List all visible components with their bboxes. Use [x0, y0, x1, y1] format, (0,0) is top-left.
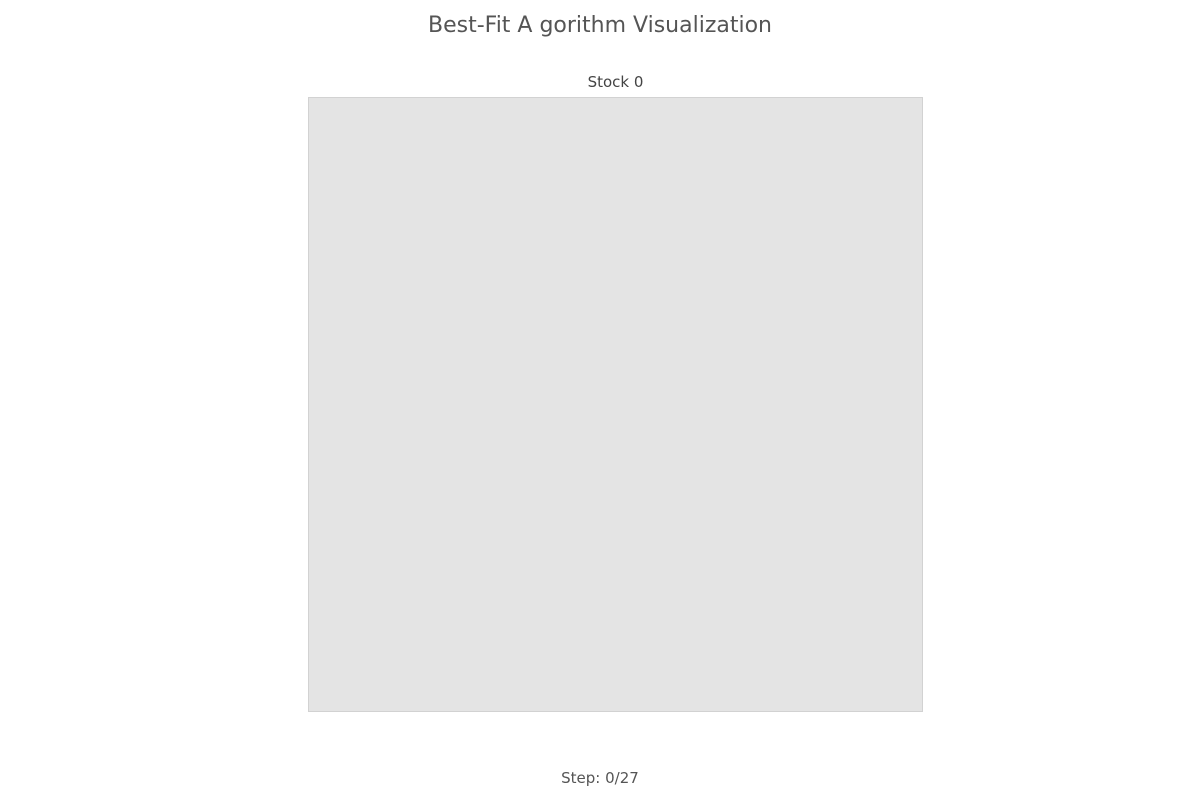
stock-label: Stock 0 [587, 73, 644, 91]
page-title: Best-Fit A gorithm Visualization [427, 13, 773, 38]
step-counter: Step: 0/27 [561, 769, 639, 787]
stock-canvas [308, 97, 923, 712]
